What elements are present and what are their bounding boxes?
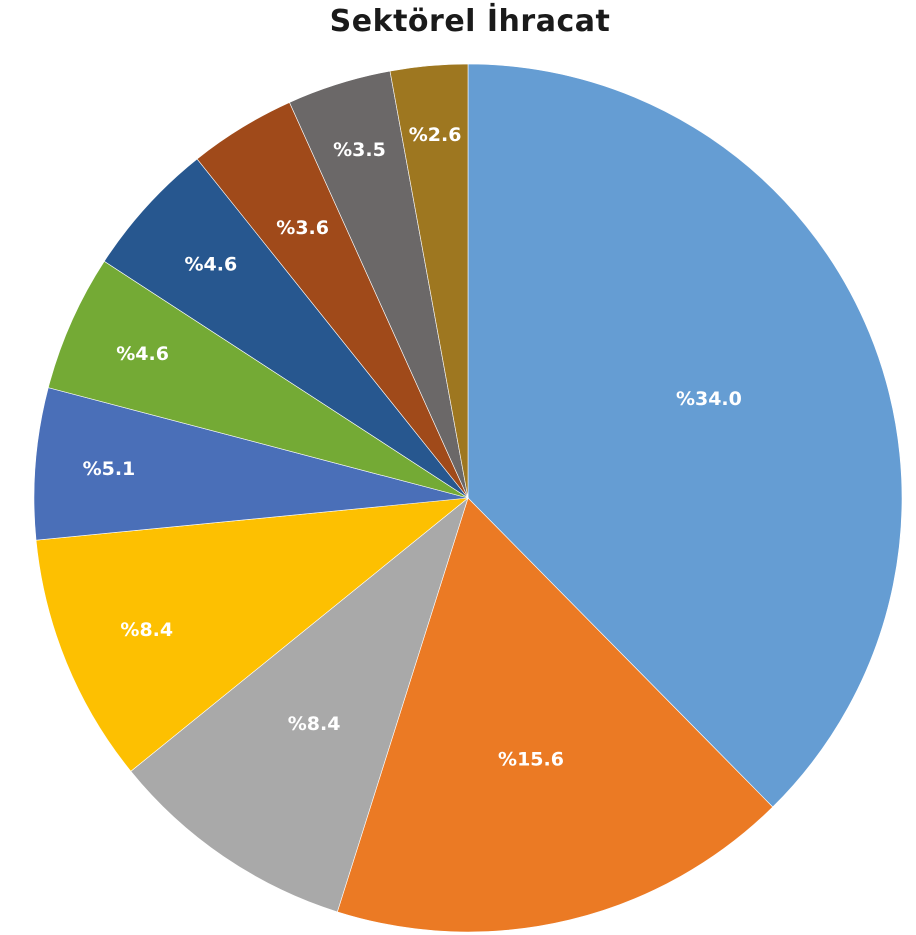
slice-label-9: %3.5 [333, 139, 386, 161]
pie-slice-4 [35, 497, 469, 772]
slice-label-1: %34.0 [676, 388, 742, 410]
pie-slice-5 [33, 387, 469, 541]
pie-slice-1 [467, 63, 903, 808]
slice-label-4: %8.4 [120, 619, 173, 641]
slice-label-2: %15.6 [498, 749, 564, 771]
chart-title: Sektörel İhracat [329, 4, 611, 39]
slice-label-10: %2.6 [409, 124, 462, 146]
pie-slice-10 [389, 63, 469, 499]
slice-label-3: %8.4 [288, 713, 341, 735]
slice-label-5: %5.1 [83, 458, 136, 480]
pie-labels: %34.0 %15.6 %8.4 %8.4 %5.1 %4.6 %4.6 %3.6 %3.5 %2… [83, 124, 742, 771]
slice-label-8: %3.6 [276, 217, 329, 239]
pie-slices [33, 63, 903, 933]
pie-slice-3 [130, 497, 469, 913]
slice-label-7: %4.6 [184, 254, 237, 276]
slice-label-6: %4.6 [116, 343, 169, 365]
pie-slice-2 [336, 497, 774, 933]
